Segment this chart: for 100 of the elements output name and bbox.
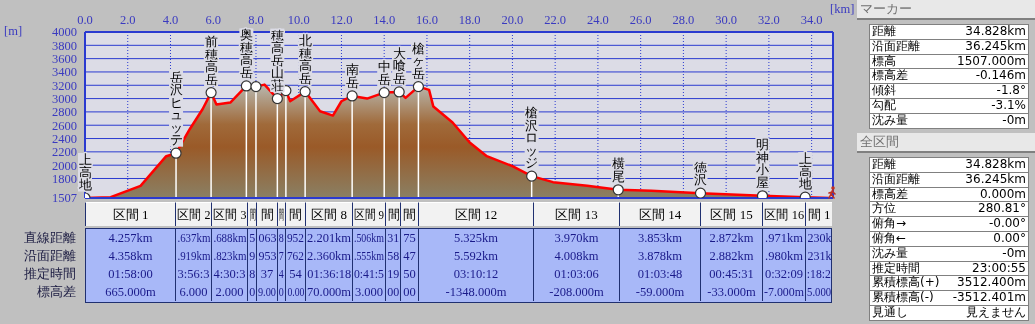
category-label: 推定時間 (872, 260, 920, 275)
category-label: 区間 9 (354, 205, 384, 224)
y-tick-label: 2600 (52, 118, 77, 133)
y-axis-title: [m] (4, 24, 23, 39)
category-label: 傾斜 (872, 83, 896, 98)
annotation: 上高地 (77, 152, 92, 192)
category-label: 区間 13 (555, 205, 598, 224)
x-tick-label: 30.0 (715, 13, 738, 27)
text: 2.882km (709, 248, 754, 263)
text: 見えません (966, 304, 1026, 319)
text: 3512.400m (957, 275, 1026, 290)
text: 00:45:31 (709, 266, 754, 281)
text: :18:2 (806, 266, 831, 281)
text: 23:00:55 (972, 260, 1026, 275)
category-label: 区間 14 (638, 205, 682, 224)
annotation: 上高地 (797, 151, 812, 192)
text: .555km (354, 248, 385, 263)
category-label: 沈み量 (872, 245, 908, 260)
annotation: 北穂高岳 (298, 33, 312, 86)
annotation: 槍沢ロッジ (525, 105, 539, 171)
x-tick-label: 28.0 (672, 13, 695, 27)
text: 70.000m (306, 284, 351, 299)
text: 36.245km (965, 38, 1026, 53)
x-tick-label: 10.0 (287, 13, 310, 27)
text: .919km (177, 248, 211, 263)
text: マーカー (857, 0, 1035, 20)
category-label: 区間 3 (213, 205, 246, 224)
x-tick-label: 34.0 (800, 13, 823, 27)
y-tick-label: 2400 (52, 131, 77, 146)
text: 34.828km (965, 24, 1026, 38)
text: 4.257km (108, 230, 153, 245)
text: 31 (387, 230, 399, 245)
text: 0.00 (287, 284, 304, 299)
annotation: 徳沢 (694, 159, 707, 188)
text: 0.00° (993, 230, 1026, 245)
x-tick-label: 16.0 (416, 13, 438, 27)
x-tick-label: 6.0 (205, 13, 222, 27)
y-tick-label: 3400 (52, 65, 77, 80)
text: 230k (807, 230, 831, 245)
category-label: 標高 (872, 53, 896, 68)
text: 5.325km (453, 230, 499, 245)
text: 36.245km (965, 171, 1026, 186)
category-label: 区間 12 (454, 205, 498, 224)
category-label: 間 (260, 205, 274, 224)
annotation: 中岳 (377, 59, 391, 87)
text: 47 (403, 248, 416, 263)
text: 280.81° (978, 201, 1026, 216)
text: 9.00 (258, 284, 276, 299)
category-label: 沿面距離 (872, 171, 920, 186)
text: 58 (387, 248, 399, 263)
text: 8 (279, 230, 284, 245)
x-tick-label: 8.0 (248, 13, 264, 27)
x-tick-label: 2.0 (119, 13, 136, 27)
category-label: 区間 15 (710, 205, 753, 224)
category-label: 沿面距離 (24, 248, 76, 263)
text: 3.970km (554, 230, 599, 245)
text: 762 (287, 248, 304, 263)
y-tick-label: 1507 (52, 191, 77, 206)
x-tick-label: 4.0 (162, 13, 179, 27)
text: 0 (249, 284, 255, 299)
x-axis-title: [km] (830, 2, 855, 17)
text: 9 (249, 248, 255, 263)
text: 4.008km (554, 248, 599, 263)
category-label: 間 (249, 205, 255, 224)
text: 8 (249, 266, 255, 281)
category-label: 間 (279, 205, 284, 224)
text: 2.360km (306, 248, 351, 263)
text: -0.146m (975, 68, 1026, 83)
text: 5 (249, 230, 255, 245)
text: 2.201km (306, 230, 351, 245)
text: 1507.000m (957, 53, 1026, 68)
text: .980km (765, 248, 803, 263)
annotation: 槍ヶ岳 (411, 40, 425, 81)
text: 5.592km (453, 248, 499, 263)
text: .823km (213, 248, 247, 263)
text: 03:10:12 (453, 266, 499, 281)
text: 54 (289, 266, 302, 281)
category-label: 俯角→ (872, 216, 907, 231)
text: 50 (403, 266, 416, 281)
text: 37 (260, 266, 274, 281)
category-label: 間 1 (807, 205, 831, 224)
text: 7 (279, 248, 284, 263)
category-label: 距離 (872, 157, 896, 171)
text: .637km (177, 230, 211, 245)
text: 75 (403, 230, 416, 245)
annotation: 奥穂高岳 (239, 27, 253, 80)
text: 01:58:00 (108, 266, 153, 281)
text: 00 (403, 284, 416, 299)
text: -7.000m (764, 284, 805, 299)
category-label: 区間 16 (764, 205, 804, 224)
category-label: 沈み量 (872, 112, 908, 127)
text: -33.000m (707, 284, 756, 299)
text: 6.000 (179, 284, 208, 299)
text: 00 (387, 284, 399, 299)
text: 4 (279, 266, 284, 281)
y-tick-label: 3000 (52, 92, 77, 107)
category-label: 間 (289, 205, 302, 224)
category-label: 見通し (872, 304, 908, 319)
category-label: 勾配 (872, 97, 896, 112)
x-tick-label: 32.0 (757, 13, 780, 27)
